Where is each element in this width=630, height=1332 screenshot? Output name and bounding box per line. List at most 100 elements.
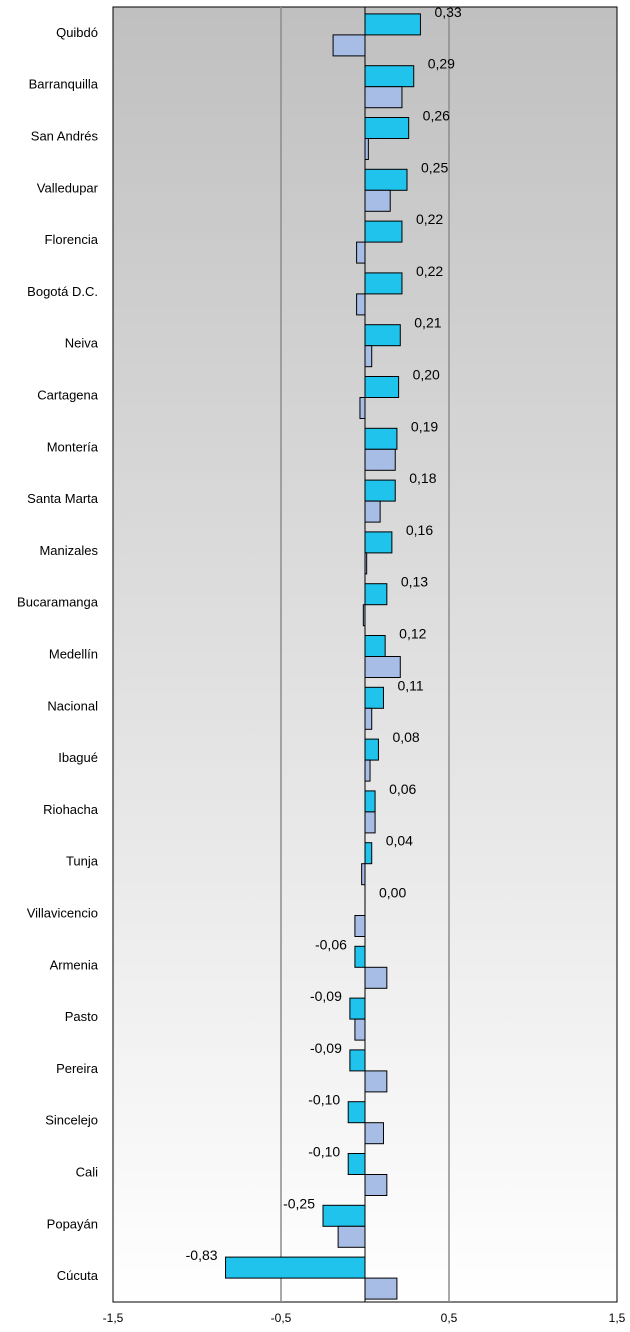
category-label: Ibagué: [58, 750, 98, 765]
bar-2009: [364, 345, 373, 368]
data-label-2010: 0,19: [411, 418, 438, 434]
x-tick-label: 0,5: [441, 1311, 458, 1325]
data-label-2010: 0,11: [397, 677, 423, 693]
bar-2010: [364, 686, 384, 709]
category-label: Tunja: [66, 854, 99, 869]
category-label: Armenia: [50, 957, 99, 972]
x-tick-label: -1,5: [103, 1311, 124, 1325]
category-label: Bucaramanga: [17, 595, 99, 610]
bar-2010: [364, 479, 396, 502]
x-tick-label: -0,5: [271, 1311, 292, 1325]
data-label-2010: 0,04: [386, 833, 413, 849]
bar-2009: [364, 1174, 388, 1196]
category-label: Florencia: [45, 232, 99, 247]
data-label-2010: -0,83: [186, 1247, 218, 1263]
category-label: Cúcuta: [57, 1268, 99, 1283]
bar-2009: [364, 966, 388, 989]
category-label: Neiva: [65, 336, 99, 351]
bar-2010: [349, 997, 366, 1020]
data-label-2010: 0,33: [434, 4, 461, 20]
category-label: Villavicencio: [27, 906, 98, 921]
data-label-2010: -0,09: [310, 1040, 342, 1056]
bar-2010: [364, 117, 410, 139]
category-label: Cali: [76, 1165, 99, 1180]
bar-2009: [364, 448, 396, 471]
data-label-2010: -0,06: [315, 936, 347, 952]
category-label: Valledupar: [37, 180, 99, 195]
data-label-2010: 0,22: [416, 263, 443, 279]
bar-2010: [364, 376, 400, 398]
bar-2010: [364, 635, 386, 657]
data-label-2010: -0,09: [310, 988, 342, 1004]
bar-2009: [356, 241, 366, 264]
data-label-2010: 0,06: [389, 781, 416, 797]
bar-2009: [364, 1277, 398, 1300]
bar-2009: [332, 34, 366, 57]
bar-2010: [364, 220, 403, 243]
data-label-2010: 0,00: [379, 885, 406, 901]
data-label-2010: 0,29: [428, 56, 455, 72]
bar-2010: [364, 65, 415, 88]
category-label: Pasto: [65, 1009, 98, 1024]
bar-2009: [364, 656, 401, 678]
bar-2010: [364, 583, 388, 606]
bar-2010: [347, 1101, 366, 1124]
bar-2010: [349, 1049, 366, 1072]
category-label: Riohacha: [43, 802, 99, 817]
category-label: Barranquilla: [29, 77, 99, 92]
bar-2009: [364, 707, 373, 730]
data-label-2010: 0,08: [392, 729, 419, 745]
category-label: Nacional: [47, 698, 98, 713]
bar-2009: [364, 552, 368, 575]
data-label-2010: 0,26: [423, 108, 450, 124]
category-label: Santa Marta: [27, 491, 99, 506]
bar-2009: [359, 397, 366, 419]
data-label-2010: 0,12: [399, 626, 426, 642]
bar-2009: [364, 189, 391, 212]
data-label-2010: 0,25: [421, 159, 448, 175]
data-label-2010: 0,21: [414, 315, 441, 331]
bar-2010: [364, 531, 393, 554]
data-label-2010: -0,10: [308, 1092, 340, 1108]
bar-2010: [364, 272, 403, 295]
bar-2010: [322, 1204, 366, 1227]
bar-2010: [364, 842, 373, 865]
bar-2009: [356, 293, 366, 316]
bar-2009: [364, 500, 381, 523]
data-label-2010: 0,20: [413, 367, 440, 383]
x-tick-label: 1,5: [609, 1311, 626, 1325]
data-label-2010: -0,10: [308, 1144, 340, 1160]
category-label: San Andrés: [31, 129, 99, 144]
category-label: Bogotá D.C.: [27, 284, 98, 299]
category-label: Medellín: [49, 647, 98, 662]
category-label: Montería: [47, 439, 99, 454]
bar-2009: [364, 1122, 384, 1145]
bar-2009: [337, 1225, 366, 1248]
bar-2010: [364, 738, 379, 761]
data-label-2010: 0,18: [409, 470, 436, 486]
bar-2009: [361, 863, 366, 886]
category-label: Popayán: [47, 1216, 98, 1231]
data-label-2010: -0,25: [283, 1195, 315, 1211]
bar-2009: [354, 915, 366, 937]
category-label: Manizales: [39, 543, 98, 558]
bar-2010: [347, 1153, 366, 1175]
bar-2009: [364, 138, 369, 160]
bar-2009: [362, 604, 366, 627]
bar-2009: [364, 86, 403, 109]
bar-2009: [354, 1018, 366, 1041]
category-label: Pereira: [56, 1061, 99, 1076]
bar-2010: [364, 790, 376, 813]
data-label-2010: 0,22: [416, 211, 443, 227]
bar-2010: [364, 427, 398, 450]
bar-2009: [364, 811, 376, 834]
data-label-2010: 0,13: [401, 574, 428, 590]
bar-2010: [364, 168, 408, 191]
category-label: Cartagena: [37, 388, 98, 403]
bar-2010: [364, 13, 421, 36]
data-label-2010: 0,16: [406, 522, 433, 538]
bar-2010: [225, 1256, 366, 1279]
bar-2009: [364, 1070, 388, 1093]
